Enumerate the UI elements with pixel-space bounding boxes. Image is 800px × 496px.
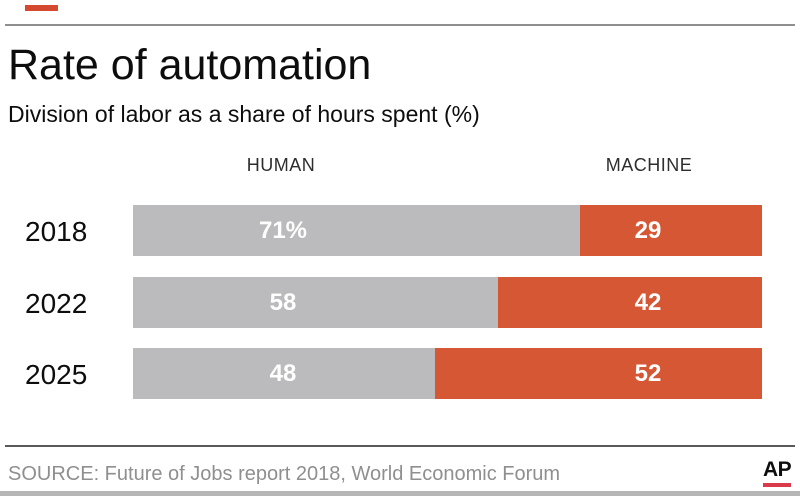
human-value-label: 58 (269, 288, 297, 316)
machine-bar-segment (497, 277, 762, 328)
ap-logo: AP (763, 458, 792, 487)
machine-value-label: 29 (634, 216, 662, 244)
bar-row-2022: 58 42 (133, 277, 762, 328)
bar-track (133, 277, 762, 328)
source-text: SOURCE: Future of Jobs report 2018, Worl… (8, 463, 561, 485)
bottom-edge-strip (0, 491, 800, 496)
human-bar-segment (133, 348, 435, 399)
accent-dash (25, 5, 58, 11)
bar-row-2018: 71% 29 (133, 205, 762, 256)
machine-bar-segment (434, 348, 762, 399)
bar-track (133, 205, 762, 256)
year-label-2025: 2025 (25, 359, 88, 390)
human-bar-segment (133, 277, 498, 328)
year-label-2022: 2022 (25, 288, 88, 319)
page-subtitle: Division of labor as a share of hours sp… (8, 101, 480, 127)
year-label-2018: 2018 (25, 216, 88, 247)
bar-track (133, 348, 762, 399)
top-rule-divider (5, 24, 795, 26)
column-headers: HUMAN MACHINE (133, 155, 762, 177)
machine-value-label: 42 (634, 288, 662, 316)
human-value-label: 48 (269, 359, 297, 387)
human-value-label: 71% (258, 216, 308, 244)
machine-value-label: 52 (634, 359, 662, 387)
machine-bar-segment (579, 205, 762, 256)
source-rule-divider (5, 445, 795, 447)
column-header-human: HUMAN (246, 155, 316, 175)
bar-row-2025: 48 52 (133, 348, 762, 399)
column-header-machine: MACHINE (605, 155, 693, 175)
ap-logo-underline (763, 483, 791, 487)
page-title: Rate of automation (8, 41, 372, 89)
ap-logo-text: AP (763, 458, 792, 481)
human-bar-segment (133, 205, 580, 256)
